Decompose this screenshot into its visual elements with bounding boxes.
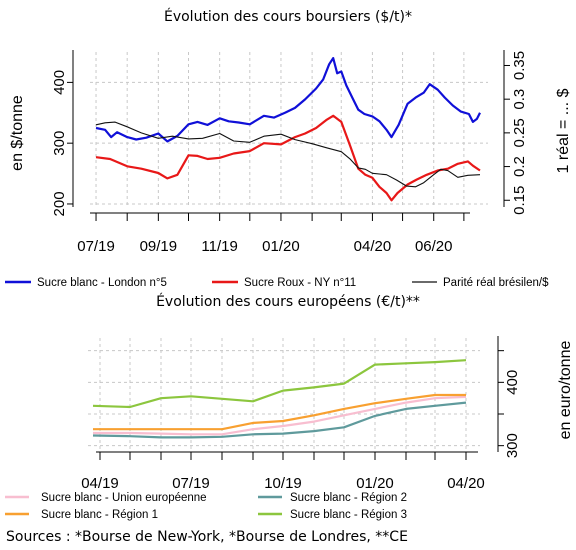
x-tick-label: 04/20 bbox=[354, 238, 392, 255]
x-tick-label: 11/19 bbox=[201, 238, 237, 255]
series-line-2 bbox=[93, 393, 466, 431]
chart2-axes bbox=[96, 336, 504, 460]
y2-tick-label: 0.2 bbox=[511, 156, 528, 177]
y-tick-label: 200 bbox=[51, 191, 68, 216]
source-note: Sources : *Bourse de New-York, *Bourse d… bbox=[6, 529, 408, 545]
x-tick-label: 10/19 bbox=[264, 475, 302, 492]
chart-european-prices: Évolution des cours européens (€/t)** en… bbox=[81, 293, 574, 492]
chart2-ticks: 300 400 04/19 07/19 10/19 01/20 04/20 bbox=[81, 370, 521, 492]
y2-tick-label: 0.15 bbox=[511, 186, 528, 215]
x-tick-label: 09/19 bbox=[140, 238, 178, 255]
legend-label-london: Sucre blanc - London n°5 bbox=[37, 277, 167, 289]
legend-label-region1: Sucre blanc - Région 1 bbox=[41, 509, 158, 521]
y2-tick-label: 0.25 bbox=[511, 118, 528, 147]
x-tick-label: 01/20 bbox=[262, 238, 300, 255]
legend-label-ny: Sucre Roux - NY n°11 bbox=[244, 277, 356, 289]
y-tick-label: 300 bbox=[51, 131, 68, 156]
chart1-ylabel: en $/tonne bbox=[9, 95, 26, 171]
chart1-grid bbox=[90, 52, 488, 207]
chart1-ticks: 200 300 400 0.15 0.2 0.25 0.3 0.35 07/19 09/19 11/… bbox=[51, 51, 528, 255]
series-line-1 bbox=[95, 56, 481, 143]
chart1-y2label: 1 réal = ... $ bbox=[555, 88, 572, 173]
legend-label-real: Parité réal brésilen/$ bbox=[443, 277, 549, 289]
series-line-3 bbox=[95, 121, 481, 188]
y2-tick-label: 0.3 bbox=[511, 89, 528, 110]
chart2-legend: Sucre blanc - Union européenne Sucre bla… bbox=[5, 492, 407, 521]
chart2-grid bbox=[88, 338, 480, 452]
x-tick-label: 07/19 bbox=[77, 238, 115, 255]
chart1-axes bbox=[67, 50, 510, 221]
series-line-1 bbox=[93, 395, 467, 436]
series-line-3 bbox=[92, 401, 467, 439]
chart1-title: Évolution des cours boursiers ($/t)* bbox=[164, 8, 412, 25]
series-line-2 bbox=[95, 114, 481, 202]
series-line-4 bbox=[92, 359, 467, 409]
x-tick-label: 06/20 bbox=[415, 238, 453, 255]
chart-stock-prices: Évolution des cours boursiers ($/t)* en … bbox=[9, 8, 572, 255]
y-tick-label: 300 bbox=[504, 433, 521, 458]
x-tick-label: 01/20 bbox=[356, 475, 394, 492]
chart2-title: Évolution des cours européens (€/t)** bbox=[156, 293, 420, 310]
chart2-series bbox=[92, 359, 467, 439]
y2-tick-label: 0.35 bbox=[511, 51, 528, 80]
legend-label-region3: Sucre blanc - Région 3 bbox=[290, 509, 407, 521]
chart2-ylabel: en euro/tonne bbox=[557, 341, 574, 440]
x-tick-label: 04/20 bbox=[447, 475, 485, 492]
y-tick-label: 400 bbox=[504, 370, 521, 395]
chart1-series bbox=[95, 56, 481, 202]
y-tick-label: 400 bbox=[51, 70, 68, 95]
chart1-legend: Sucre blanc - London n°5 Sucre Roux - NY… bbox=[5, 277, 549, 289]
x-tick-label: 04/19 bbox=[81, 475, 119, 492]
legend-label-ue: Sucre blanc - Union européenne bbox=[41, 492, 207, 504]
legend-label-region2: Sucre blanc - Région 2 bbox=[290, 492, 407, 504]
x-tick-label: 07/19 bbox=[172, 475, 210, 492]
